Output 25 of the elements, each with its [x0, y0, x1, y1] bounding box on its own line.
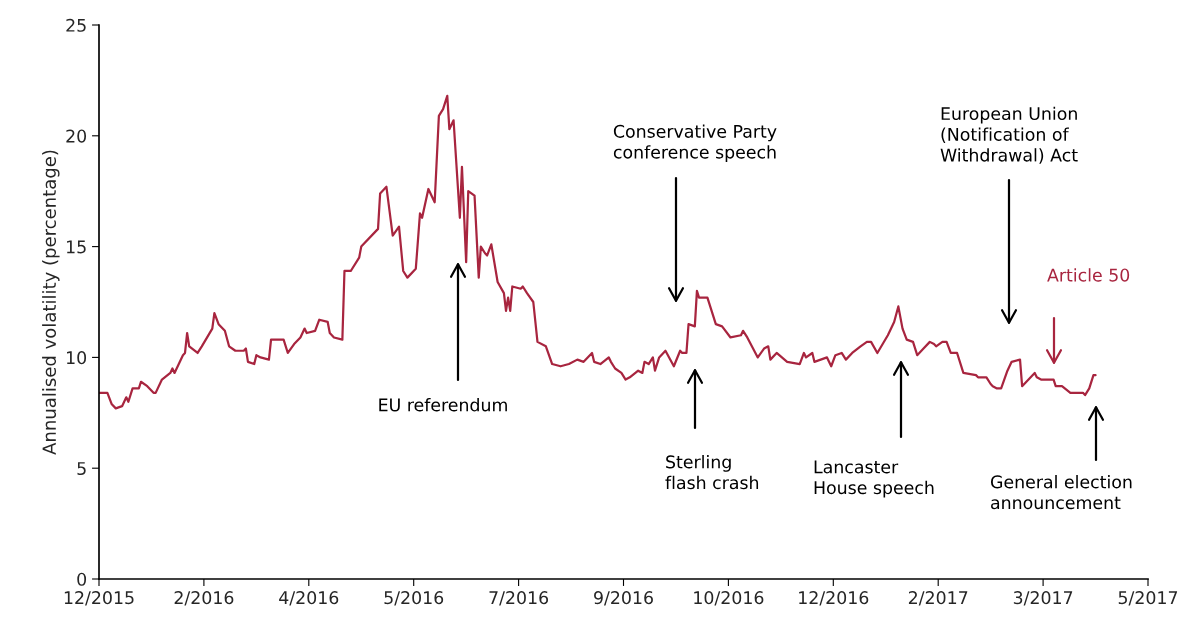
- x-tick-label: 7/2016: [489, 591, 549, 606]
- x-tick-label: 10/2016: [694, 591, 764, 606]
- annotation: Sterling flash crash: [665, 455, 759, 490]
- annotation: Conservative Party conference speech: [613, 124, 777, 162]
- y-tick-label: 15: [67, 240, 86, 254]
- y-tick-label: 25: [66, 18, 86, 32]
- x-tick-label: 4/2016: [279, 591, 339, 606]
- annotation: EU referendum: [379, 398, 507, 412]
- y-tick-label: 20: [66, 129, 87, 143]
- y-tick-label: 10: [67, 351, 87, 365]
- x-tick-label: 12/2015: [64, 591, 134, 606]
- x-tick-label: 5/2017: [1118, 591, 1178, 606]
- x-tick-label: 12/2016: [799, 591, 869, 606]
- annotation: Article 50: [1047, 268, 1130, 282]
- x-tick-label: 5/2016: [384, 591, 444, 606]
- x-tick-label: 9/2016: [594, 591, 653, 606]
- x-tick-label: 3/2017: [1013, 591, 1073, 606]
- annotation: European Union (Notification of Withdrawal) Act: [940, 106, 1078, 164]
- y-tick-label: 0: [77, 572, 87, 586]
- y-axis-title: Annualised volatility (percentage): [42, 150, 60, 455]
- x-tick-label: 2/2016: [174, 591, 234, 606]
- y-tick-label: 5: [77, 462, 86, 476]
- x-tick-label: 2/2017: [908, 591, 968, 606]
- annotation: General election announcement: [990, 475, 1132, 510]
- annotation: Lancaster House speech: [814, 460, 934, 498]
